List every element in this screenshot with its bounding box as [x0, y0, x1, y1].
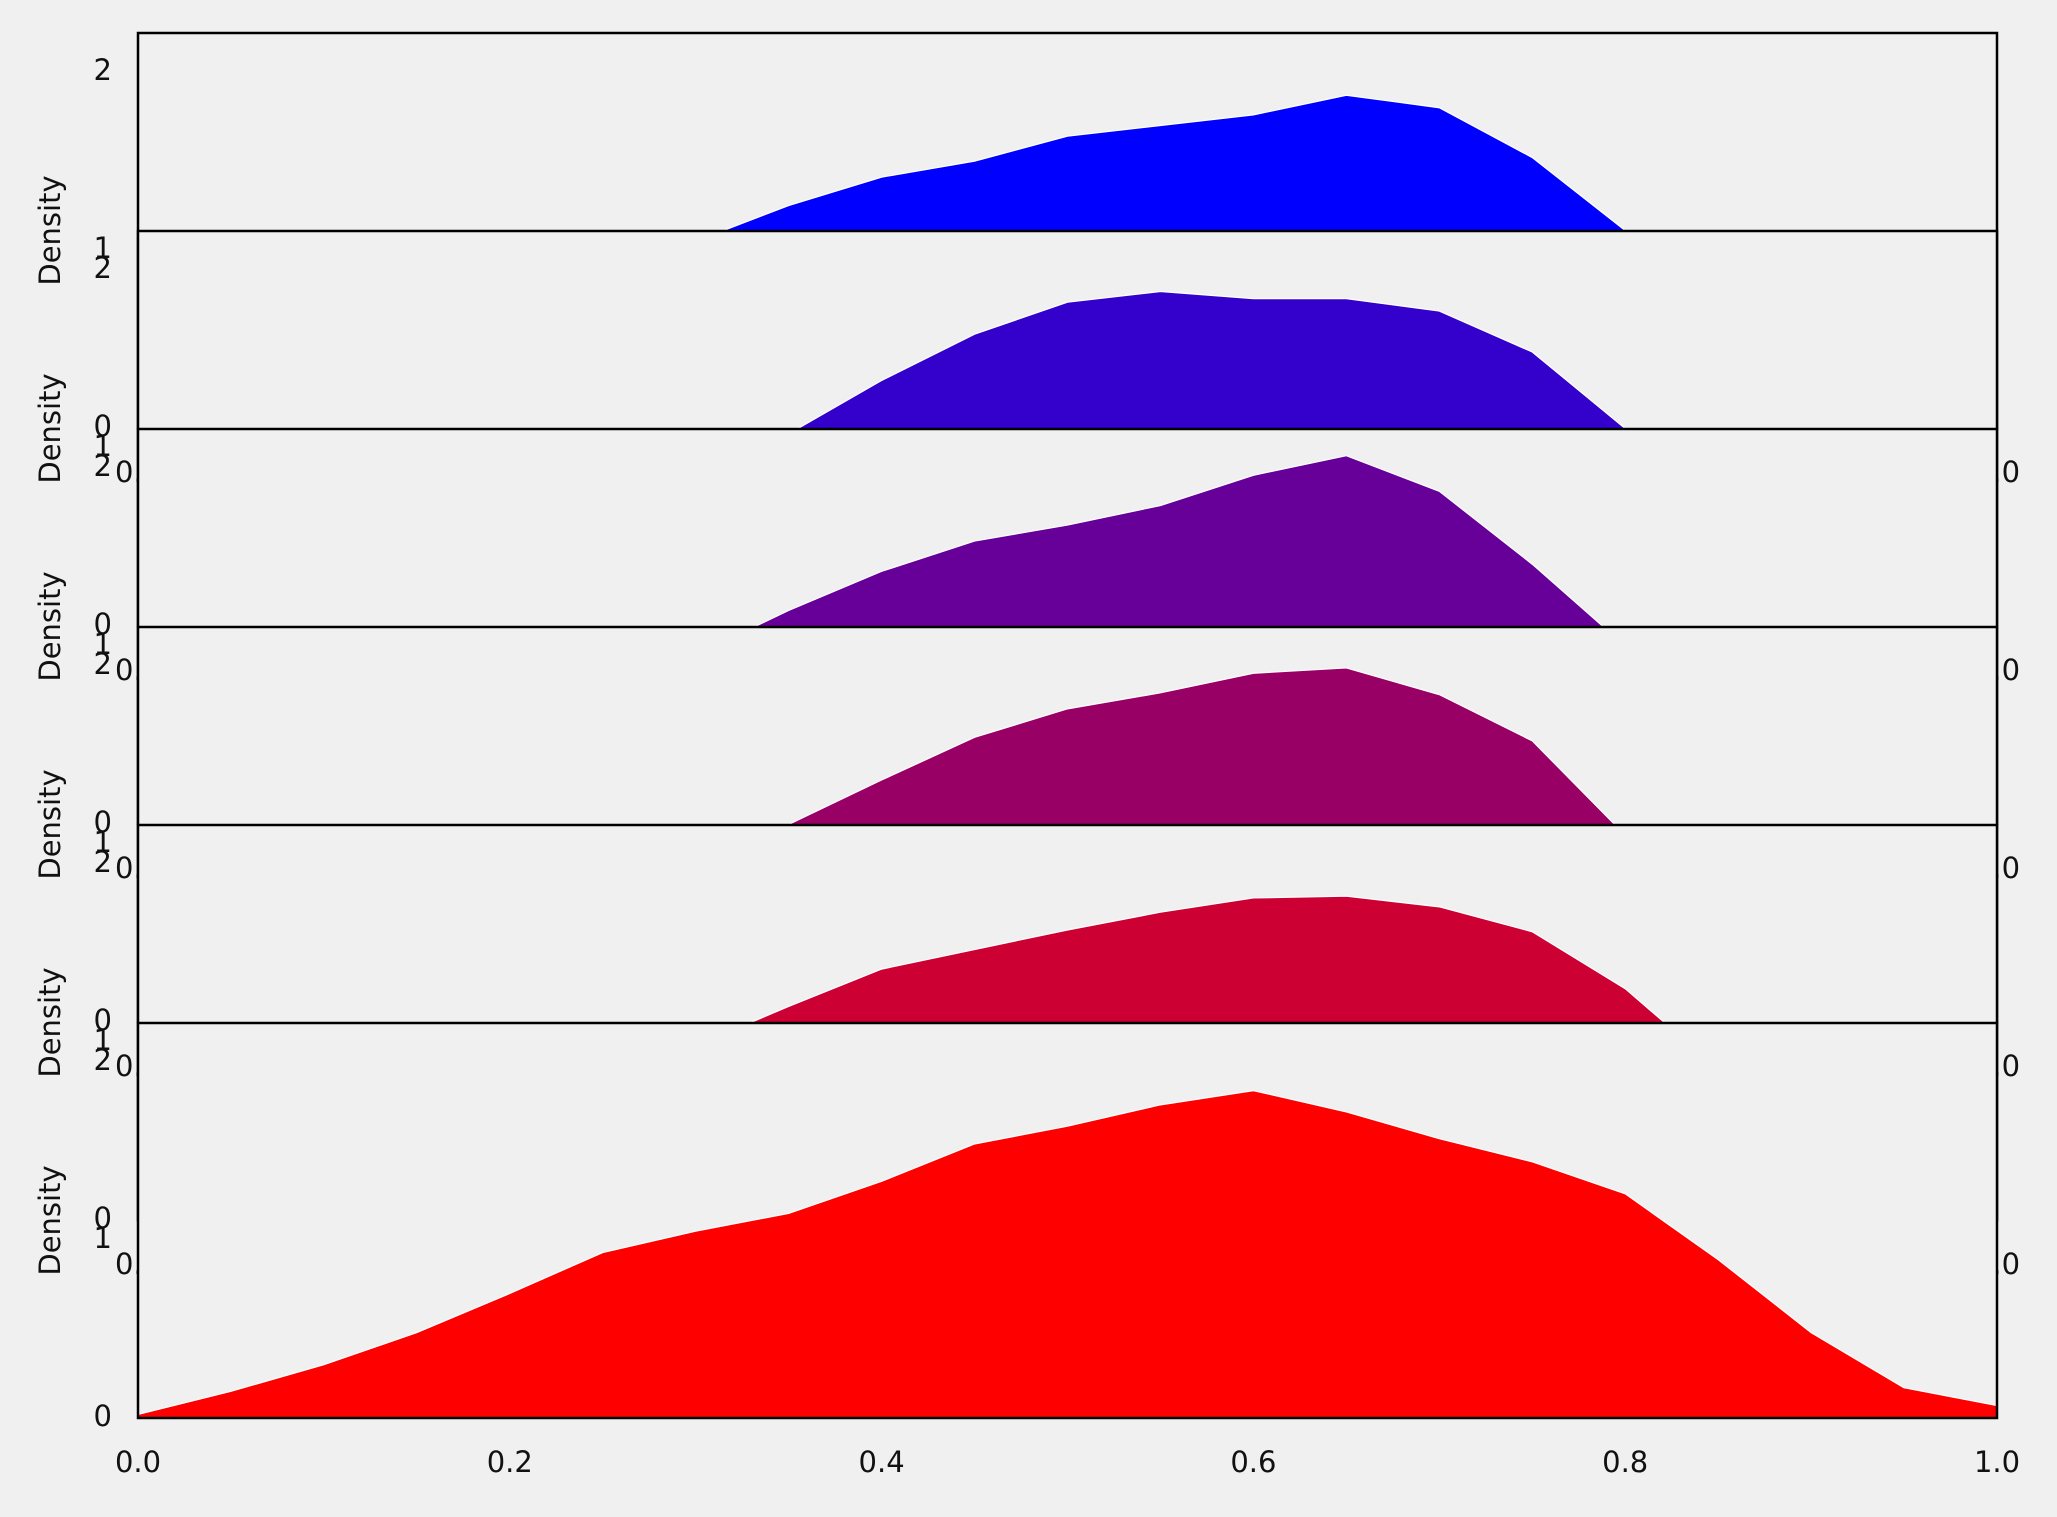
y-tick-label: 0: [94, 1399, 112, 1433]
density-area: [137, 1089, 1998, 1419]
x-tick-label: 0.4: [859, 1445, 905, 1479]
y-tick-label: 1: [94, 231, 112, 265]
y-tick-label: 2: [94, 1043, 112, 1077]
panel-frame: [136, 1021, 1999, 1420]
y-axis-label: Density: [33, 571, 67, 681]
y-tick-label: 1: [94, 429, 112, 463]
x-tick-label: 0.6: [1230, 1445, 1276, 1479]
y-tick-label: 0: [94, 409, 112, 443]
y-tick-label: 1: [94, 627, 112, 661]
y-axis-label: Density: [33, 175, 67, 285]
x-tick-label: 1.0: [1974, 1445, 2020, 1479]
x-tick-label: 0.2: [487, 1445, 533, 1479]
y-tick-label: 2: [94, 449, 112, 483]
x-tick-label: 0.0: [115, 1445, 161, 1479]
y-tick-label: 1: [94, 1221, 112, 1255]
y-tick-label: 2: [94, 647, 112, 681]
y-axis-label: Density: [33, 967, 67, 1077]
y-tick-label: 2: [94, 845, 112, 879]
y-tick-label: 0: [94, 1003, 112, 1037]
x-tick-label: 0.8: [1602, 1445, 1648, 1479]
y-axis-label: Density: [33, 769, 67, 879]
y-tick-label: 1: [94, 1023, 112, 1057]
y-tick-label: 0: [94, 1201, 112, 1235]
y-axis-label: Density: [33, 373, 67, 483]
y-tick-label: 2: [94, 251, 112, 285]
y-tick-label: 0: [94, 607, 112, 641]
y-tick-label: 0: [94, 805, 112, 839]
y-tick-label: 2: [94, 53, 112, 87]
y-tick-label: 1: [94, 825, 112, 859]
y-axis-label: Density: [33, 1165, 67, 1275]
